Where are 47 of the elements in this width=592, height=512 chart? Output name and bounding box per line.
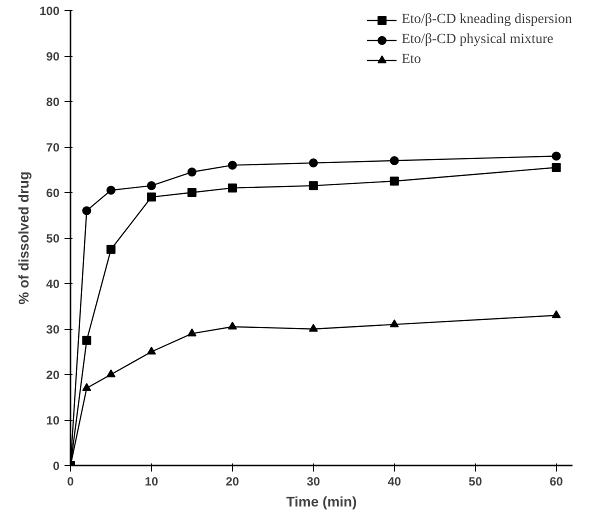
legend-label: Eto	[402, 52, 422, 68]
y-axis-title: % of dissolved drug	[15, 171, 32, 305]
point	[187, 168, 196, 177]
y-tick-label: 20	[46, 368, 60, 382]
x-tick-label: 30	[306, 474, 320, 488]
point	[82, 383, 92, 391]
y-tick-label: 10	[46, 414, 60, 428]
y-tick-label: 30	[46, 322, 60, 336]
point	[308, 324, 318, 332]
x-axis-title: Time (min)	[286, 494, 357, 510]
point	[308, 158, 318, 168]
y-tick-label: 60	[46, 186, 60, 200]
point	[82, 336, 92, 345]
point	[228, 160, 237, 170]
y-tick-label: 70	[46, 140, 60, 154]
point	[552, 310, 561, 318]
point	[187, 328, 196, 336]
y-tick-label: 90	[46, 50, 60, 64]
y-tick-label: 80	[46, 95, 60, 109]
x-tick-label: 40	[388, 474, 402, 488]
point	[228, 322, 237, 330]
y-tick-label: 50	[46, 232, 60, 246]
point	[82, 206, 92, 216]
point	[106, 244, 116, 254]
legend-label: Eto/β-CD physical mixture	[402, 32, 554, 48]
point	[552, 152, 561, 161]
x-tick-label: 10	[144, 474, 158, 488]
x-tick-label: 0	[67, 474, 74, 488]
legend-label: Eto/β-CD kneading dispersion	[402, 12, 572, 28]
point	[187, 188, 196, 197]
point	[390, 156, 399, 166]
point	[106, 186, 116, 195]
point	[308, 181, 318, 190]
point	[552, 162, 561, 172]
y-tick-label: 40	[46, 277, 60, 291]
point	[146, 346, 156, 355]
point	[146, 192, 156, 202]
x-tick-label: 60	[550, 474, 564, 488]
y-tick-label: 100	[39, 4, 60, 18]
x-tick-label: 50	[468, 474, 482, 488]
x-tick-label: 20	[226, 474, 240, 488]
point	[390, 176, 399, 186]
point	[390, 319, 399, 328]
y-tick-label: 0	[52, 459, 60, 473]
point	[146, 181, 156, 190]
point	[228, 183, 237, 192]
point	[106, 369, 116, 378]
